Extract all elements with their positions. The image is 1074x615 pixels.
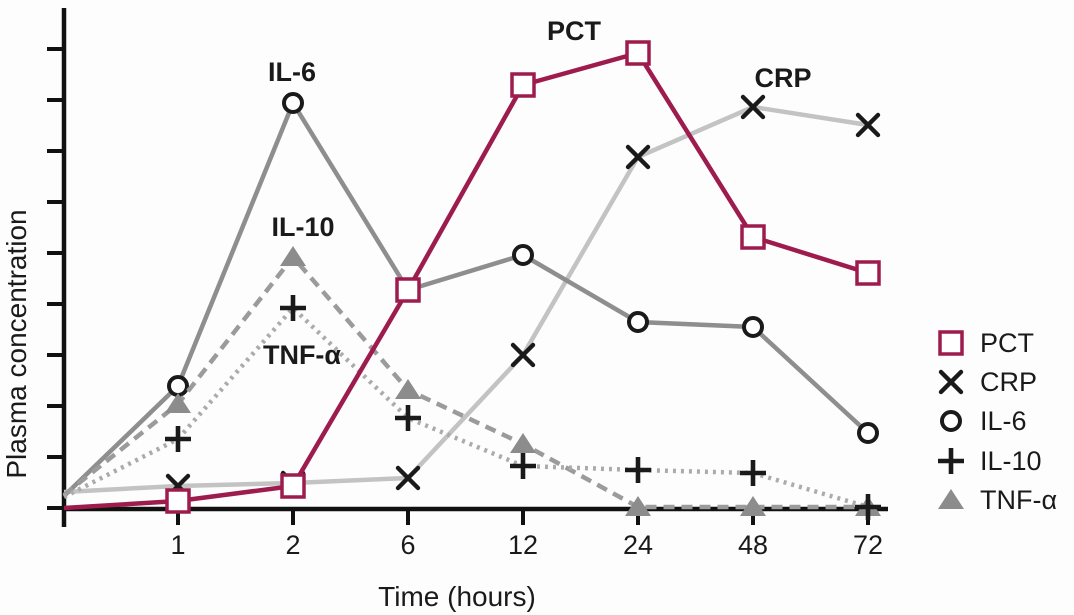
square-marker: [625, 40, 651, 66]
x-marker: [510, 342, 536, 368]
circle-marker: [742, 316, 764, 338]
legend-label: CRP: [980, 367, 1037, 397]
legend-marker-triangle-filled: [938, 489, 964, 509]
legend-label: IL-6: [980, 406, 1027, 436]
legend-marker-x: [938, 369, 964, 395]
series-marker-square-open: [740, 224, 766, 250]
triangle-marker: [625, 496, 651, 516]
series-marker-triangle-filled: [165, 393, 191, 413]
legend-marker-circle-open: [940, 410, 962, 432]
x-tick-label: 24: [623, 530, 653, 560]
axis-label-layer: Time (hours) Plasma concentration: [1, 209, 536, 612]
series-marker-circle-open: [282, 92, 304, 114]
axes-layer: 1 2 6 12 24 48 72: [47, 8, 888, 560]
legend-marker-square-open: [938, 330, 964, 356]
series-marker-x: [740, 94, 766, 120]
x-tick-label: 48: [738, 530, 768, 560]
series-marker-square-open: [625, 40, 651, 66]
annotation-layer: IL-6 IL-10 TNF-α PCT CRP: [263, 16, 812, 370]
square-marker: [280, 473, 306, 499]
series-marker-plus: [510, 453, 536, 479]
series-line-0: [63, 50, 869, 511]
square-marker: [855, 260, 881, 286]
x-marker: [938, 369, 964, 395]
legend-item: IL-6: [940, 406, 1027, 436]
triangle-marker: [510, 433, 536, 453]
square-marker: [165, 488, 191, 514]
circle-marker: [512, 244, 534, 266]
series-marker-circle-open: [742, 316, 764, 338]
series-marker-triangle-filled: [625, 496, 651, 516]
legend-label: TNF-α: [980, 485, 1057, 515]
series-marker-square-open: [165, 488, 191, 514]
square-marker: [395, 277, 421, 303]
legend-item: IL-10: [938, 446, 1042, 476]
y-axis-title: Plasma concentration: [1, 209, 32, 478]
series-marker-square-open: [280, 473, 306, 499]
legend-item: TNF-α: [938, 485, 1057, 515]
series-marker-plus: [280, 295, 306, 321]
circle-marker: [940, 410, 962, 432]
series-marker-square-open: [395, 277, 421, 303]
x-tick-label: 72: [853, 530, 883, 560]
series-marker-plus: [395, 405, 421, 431]
legend-label: PCT: [980, 328, 1034, 358]
square-marker: [740, 224, 766, 250]
series-annotation: IL-10: [271, 212, 334, 242]
triangle-marker: [395, 379, 421, 399]
circle-marker: [282, 92, 304, 114]
series-line-2: [62, 98, 870, 498]
series-marker-triangle-filled: [510, 433, 536, 453]
series-marker-x: [855, 112, 881, 138]
legend-item: CRP: [938, 367, 1037, 397]
series-marker-x: [625, 144, 651, 170]
x-tick-label: 12: [508, 530, 538, 560]
series-marker-square-open: [510, 72, 536, 98]
square-marker: [510, 72, 536, 98]
legend-item: PCT: [938, 328, 1034, 358]
series-annotation: CRP: [754, 63, 811, 93]
series-line-1: [63, 104, 869, 495]
series-marker-circle-open: [857, 422, 879, 444]
series-marker-plus: [165, 426, 191, 452]
triangle-marker: [938, 489, 964, 509]
circle-marker: [857, 422, 879, 444]
x-tick-label: 6: [400, 530, 415, 560]
series-marker-circle-open: [167, 375, 189, 397]
series-marker-circle-open: [512, 244, 534, 266]
series-marker-plus: [625, 457, 651, 483]
x-axis-title: Time (hours): [378, 581, 536, 612]
series-marker-triangle-filled: [740, 496, 766, 516]
series-annotation: PCT: [547, 16, 602, 46]
circle-marker: [167, 375, 189, 397]
series-marker-triangle-filled: [280, 246, 306, 266]
series-marker-triangle-filled: [395, 379, 421, 399]
series-annotation: TNF-α: [263, 340, 341, 370]
series-marker-circle-open: [627, 311, 649, 333]
series-layer: [62, 40, 881, 520]
x-tick-label: 2: [285, 530, 300, 560]
series-marker-x: [395, 465, 421, 491]
triangle-marker: [165, 393, 191, 413]
x-tick-label: 1: [170, 530, 185, 560]
circle-marker: [627, 311, 649, 333]
series-marker-plus: [740, 460, 766, 486]
triangle-marker: [280, 246, 306, 266]
x-marker: [395, 465, 421, 491]
x-marker: [625, 144, 651, 170]
x-marker: [740, 94, 766, 120]
series-marker-plus: [855, 494, 881, 520]
triangle-marker: [740, 496, 766, 516]
legend-marker-plus: [938, 448, 964, 474]
x-marker: [855, 112, 881, 138]
series-marker-x: [510, 342, 536, 368]
series-marker-square-open: [855, 260, 881, 286]
square-marker: [938, 330, 964, 356]
legend-label: IL-10: [980, 446, 1042, 476]
series-annotation: IL-6: [268, 57, 316, 87]
legend: PCT CRP IL-6 IL-10 TNF-α: [938, 328, 1057, 515]
